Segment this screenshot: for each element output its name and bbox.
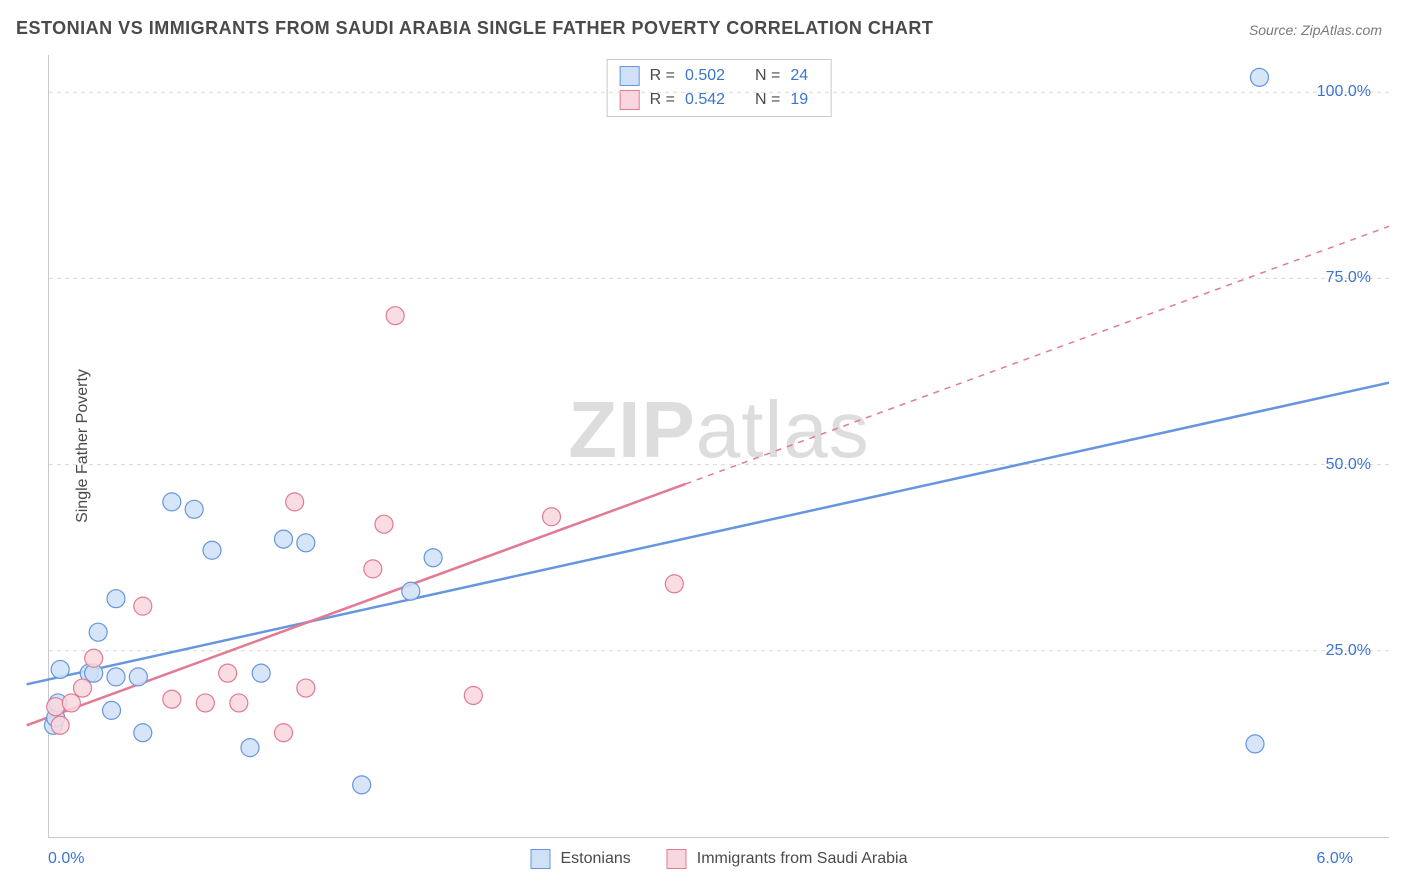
- y-tick-label: 75.0%: [1326, 269, 1371, 287]
- x-tick-label: 0.0%: [48, 850, 84, 868]
- y-tick-label: 25.0%: [1326, 642, 1371, 660]
- source-label: Source: ZipAtlas.com: [1249, 22, 1382, 38]
- y-tick-label: 100.0%: [1317, 83, 1371, 101]
- y-tick-label: 50.0%: [1326, 456, 1371, 474]
- x-tick-label: 6.0%: [1317, 850, 1353, 868]
- plot-area: ZIPatlas R = 0.502 N = 24 R = 0.542 N = …: [48, 55, 1389, 838]
- chart-title: ESTONIAN VS IMMIGRANTS FROM SAUDI ARABIA…: [16, 18, 933, 39]
- plot-svg: [49, 55, 1389, 837]
- x-axis-labels: 0.0% 6.0%: [48, 850, 1388, 880]
